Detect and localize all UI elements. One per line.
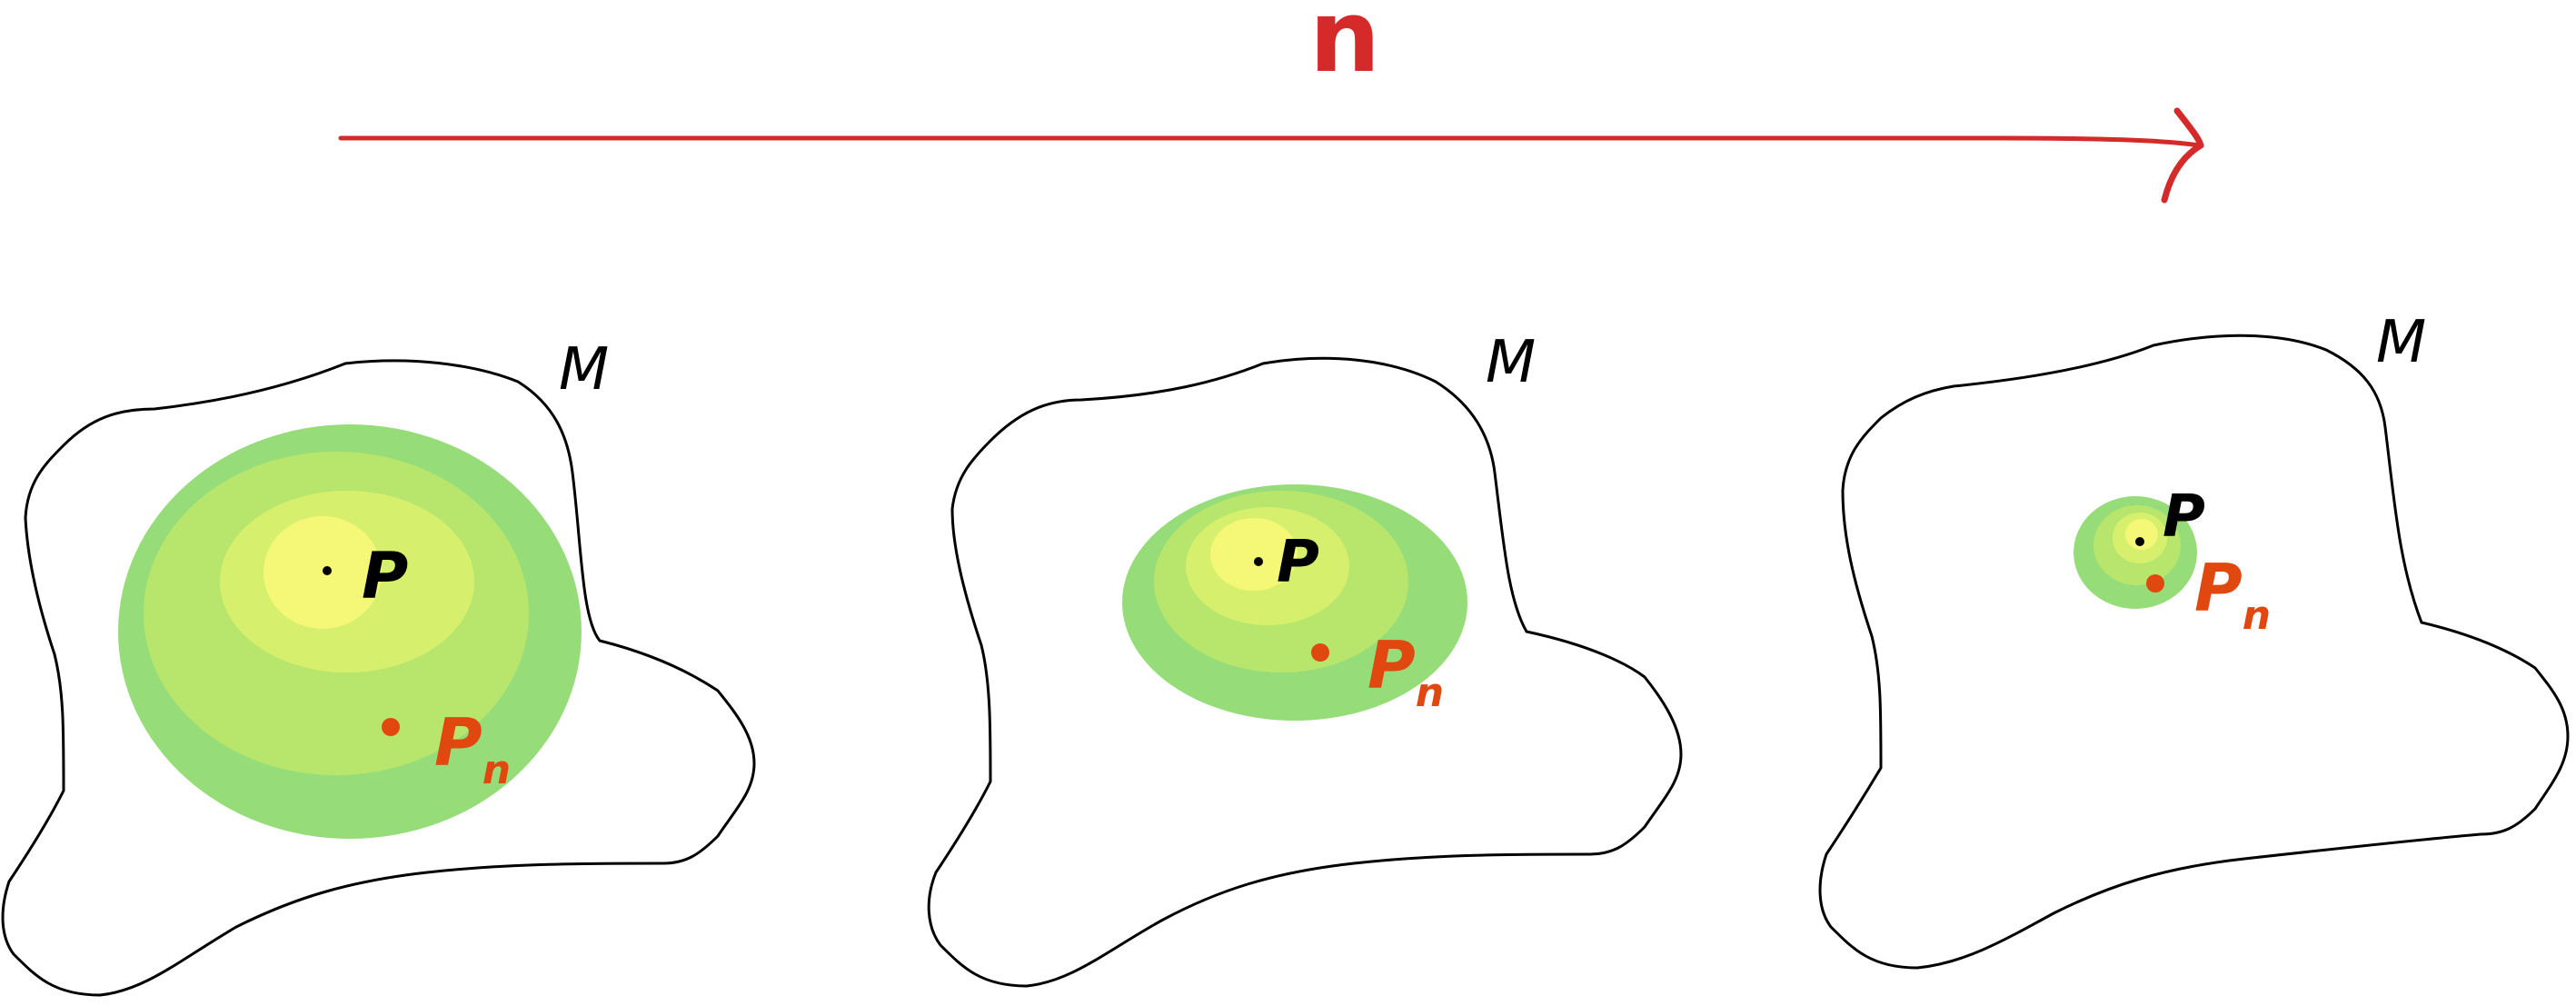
sequence-subscript: n: [1416, 670, 1444, 716]
neighborhood-zone-core: [1210, 518, 1298, 591]
sequence-point-label: Pn: [1368, 627, 1444, 716]
point-p-dot: [323, 566, 332, 575]
point-p-dot: [2135, 537, 2144, 546]
sequence-subscript: n: [2243, 593, 2271, 639]
manifold-outline: [1818, 334, 2570, 970]
point-p-dot: [1254, 557, 1263, 566]
neighborhood-zone-core: [2125, 519, 2158, 550]
manifold-label: M: [559, 336, 609, 403]
sequence-subscript: n: [482, 747, 511, 793]
arrow-shaft: [338, 135, 2202, 148]
n-increasing-arrow: n: [338, 0, 2204, 204]
sequence-point-dot: [382, 718, 400, 736]
panel-2: P Pn M: [927, 329, 1683, 988]
neighborhood-zones: [1122, 484, 1467, 721]
sequence-point-label: Pn: [434, 704, 511, 793]
manifold-label: M: [1486, 329, 1536, 396]
sequence-point-dot: [1311, 643, 1329, 662]
neighborhood-zone-core: [264, 516, 382, 629]
panel-1: P Pn M: [1, 336, 756, 997]
arrow-head-icon: [2161, 107, 2204, 204]
arrow-label: n: [1309, 0, 1380, 95]
sequence-point-label: Pn: [2194, 550, 2271, 639]
point-p-label: P: [2163, 483, 2205, 551]
neighborhood-zones: [118, 424, 582, 839]
sequence-point-dot: [2146, 574, 2164, 593]
point-p-label: P: [362, 539, 408, 613]
point-p-label: P: [1277, 529, 1319, 596]
panel-3: P Pn M: [1818, 309, 2570, 970]
manifold-label: M: [2376, 309, 2426, 376]
